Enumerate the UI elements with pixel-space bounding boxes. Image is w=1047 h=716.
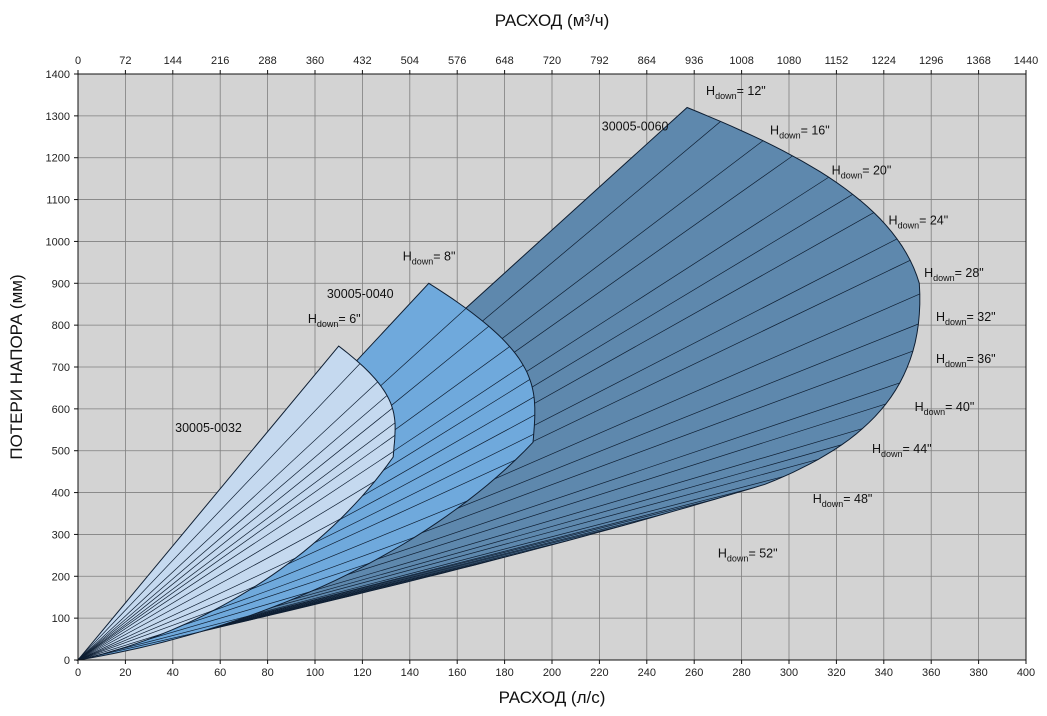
x-top-tick-label: 720	[543, 55, 561, 67]
series-label: 30005-0040	[327, 287, 394, 301]
y-tick-label: 600	[52, 404, 70, 416]
y-tick-label: 400	[52, 488, 70, 500]
x-tick-label: 300	[780, 667, 798, 679]
fan-line	[77, 381, 378, 661]
x-tick-label: 0	[75, 667, 81, 679]
x-top-tick-label: 864	[638, 55, 656, 67]
y-tick-label: 1200	[46, 153, 70, 165]
fan-line	[77, 557, 296, 661]
h-down-annotation: Hdown= 52"	[718, 546, 778, 563]
fan-line	[77, 422, 396, 661]
x-tick-label: 140	[401, 667, 419, 679]
x-tick-label: 240	[638, 667, 656, 679]
fan-line	[77, 395, 388, 661]
y-tick-label: 300	[52, 529, 70, 541]
h-down-annotation: Hdown= 6"	[308, 312, 361, 329]
fan-line	[77, 585, 256, 661]
x-top-tick-label: 360	[306, 55, 324, 67]
x-top-tick-label: 72	[119, 55, 131, 67]
h-down-annotation: Hdown= 12"	[706, 84, 766, 101]
x-tick-label: 200	[543, 667, 561, 679]
x-top-tick-label: 1152	[825, 55, 849, 67]
y-tick-label: 700	[52, 362, 70, 374]
x-tick-label: 20	[119, 667, 131, 679]
y-axis-title: ПОТЕРИ НАПОРА (мм)	[7, 274, 26, 459]
x-top-tick-label: 1440	[1014, 55, 1038, 67]
y-tick-label: 0	[64, 655, 70, 667]
y-tick-label: 1100	[46, 195, 70, 207]
x-top-tick-label: 1080	[777, 55, 801, 67]
y-tick-label: 900	[52, 278, 70, 290]
fan-line	[77, 518, 341, 661]
h-down-annotation: Hdown= 28"	[924, 266, 984, 283]
x-top-tick-label: 1008	[729, 55, 753, 67]
x-top-tick-label: 1368	[966, 55, 990, 67]
fan-line	[77, 633, 163, 661]
y-tick-label: 200	[52, 571, 70, 583]
x-top-tick-label: 648	[495, 55, 513, 67]
h-down-annotation: Hdown= 40"	[915, 400, 975, 417]
x-tick-label: 120	[353, 667, 371, 679]
x-top-tick-label: 792	[590, 55, 608, 67]
x-tick-label: 60	[214, 667, 226, 679]
x-top-tick-label: 576	[448, 55, 466, 67]
x-axis-title-bottom: РАСХОД (л/с)	[499, 688, 606, 707]
x-top-tick-label: 0	[75, 55, 81, 67]
h-down-annotation: Hdown= 8"	[403, 249, 456, 266]
x-top-tick-label: 144	[164, 55, 182, 67]
x-tick-label: 160	[448, 667, 466, 679]
chart-regions	[76, 106, 921, 661]
h-down-annotation: Hdown= 32"	[936, 310, 996, 327]
y-tick-label: 1000	[46, 236, 70, 248]
y-tick-label: 100	[52, 613, 70, 625]
y-tick-label: 1400	[46, 69, 70, 81]
x-top-tick-label: 504	[401, 55, 419, 67]
h-down-annotation: Hdown= 20"	[832, 163, 892, 180]
x-tick-label: 260	[685, 667, 703, 679]
x-top-tick-label: 432	[353, 55, 371, 67]
x-top-tick-label: 1296	[919, 55, 943, 67]
axis-ticks: 0 20 40 60 80 100 120 140 160 180 200 220 240 260 280 3…	[46, 55, 1039, 679]
fan-line	[77, 609, 215, 661]
y-tick-label: 1300	[46, 111, 70, 123]
fan-line	[77, 481, 375, 661]
fan-line	[77, 407, 393, 661]
h-down-annotation: Hdown= 24"	[889, 214, 949, 231]
x-tick-label: 380	[969, 667, 987, 679]
x-tick-label: 320	[827, 667, 845, 679]
series-label: 30005-0032	[175, 421, 242, 435]
x-tick-label: 220	[590, 667, 608, 679]
x-tick-label: 400	[1017, 667, 1035, 679]
region-30005-0032	[76, 345, 396, 661]
region-labels: 30005-0032 30005-0040 30005-0060 Hdown= 6" H…	[175, 84, 995, 564]
fan-line	[77, 363, 361, 661]
x-tick-label: 100	[306, 667, 324, 679]
series-label: 30005-0060	[602, 120, 669, 134]
x-top-tick-label: 1224	[872, 55, 896, 67]
x-axis-title-top: РАСХОД (м³/ч)	[495, 11, 610, 30]
x-tick-label: 180	[495, 667, 513, 679]
fan-line	[77, 435, 396, 661]
x-top-tick-label: 936	[685, 55, 703, 67]
fan-line	[77, 450, 394, 661]
y-tick-label: 500	[52, 446, 70, 458]
x-tick-label: 280	[732, 667, 750, 679]
h-down-annotation: Hdown= 16"	[770, 124, 830, 141]
h-down-annotation: Hdown= 36"	[936, 352, 996, 369]
h-down-annotation: Hdown= 44"	[872, 442, 932, 459]
x-top-tick-label: 216	[211, 55, 229, 67]
h-down-annotation: Hdown= 48"	[813, 492, 873, 509]
x-tick-label: 40	[167, 667, 179, 679]
x-tick-label: 340	[875, 667, 893, 679]
x-tick-label: 80	[261, 667, 273, 679]
y-tick-label: 800	[52, 320, 70, 332]
x-tick-label: 360	[922, 667, 940, 679]
x-top-tick-label: 288	[258, 55, 276, 67]
